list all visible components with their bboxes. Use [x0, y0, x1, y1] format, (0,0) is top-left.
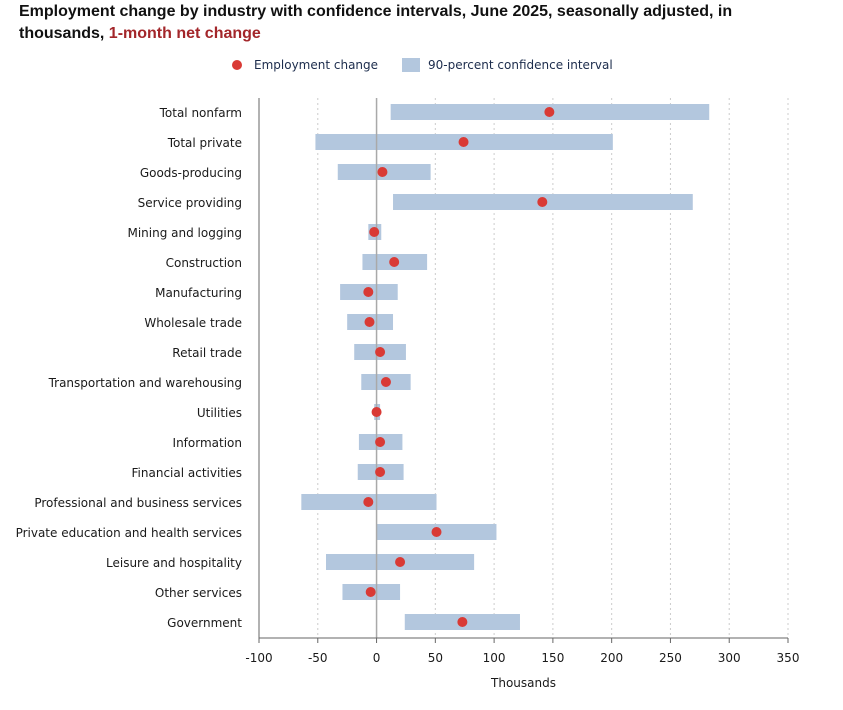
employment-change-point: [364, 317, 375, 327]
category-label: Service providing: [138, 196, 242, 210]
employment-change-point: [375, 347, 386, 357]
employment-change-point: [395, 557, 406, 567]
category-label: Leisure and hospitality: [106, 556, 242, 570]
employment-change-point: [371, 407, 382, 417]
employment-change-point: [375, 467, 386, 477]
x-tick-label: 200: [600, 651, 623, 665]
employment-change-point: [363, 287, 374, 297]
legend-point-swatch: [232, 60, 242, 70]
employment-change-point: [377, 167, 388, 177]
category-label: Goods-producing: [140, 166, 242, 180]
category-label: Total private: [167, 136, 242, 150]
axis-layer: [258, 98, 789, 643]
category-label: Government: [167, 616, 242, 630]
x-tick-label: 350: [777, 651, 800, 665]
chart-title: Employment change by industry with confi…: [19, 1, 819, 45]
employment-change-point: [375, 437, 386, 447]
x-axis-title: Thousands: [490, 676, 556, 690]
employment-change-point: [457, 617, 468, 627]
chart-legend: Employment change 90-percent confidence …: [232, 56, 613, 74]
employment-change-point: [363, 497, 374, 507]
category-label: Private education and health services: [16, 526, 242, 540]
legend-item-employment-change: Employment change: [232, 58, 378, 72]
category-label: Mining and logging: [127, 226, 242, 240]
label-layer: -100 -50 0 50 100 150 200 250 300 350 Total nonfar…: [16, 106, 800, 690]
point-layer: [363, 107, 555, 627]
employment-change-point: [365, 587, 376, 597]
category-label: Total nonfarm: [159, 106, 242, 120]
category-label: Retail trade: [172, 346, 242, 360]
employment-change-point: [431, 527, 442, 537]
interval-layer: [301, 104, 710, 630]
x-tick-label: -100: [245, 651, 272, 665]
x-tick-label: 150: [541, 651, 564, 665]
legend-point-label: Employment change: [254, 58, 379, 72]
category-label: Wholesale trade: [144, 316, 242, 330]
grid-layer: [317, 98, 789, 638]
x-tick-label: 0: [373, 651, 381, 665]
x-tick-label: 50: [428, 651, 443, 665]
category-label: Other services: [155, 586, 242, 600]
employment-change-point: [544, 107, 555, 117]
employment-change-point: [537, 197, 548, 207]
category-label: Professional and business services: [34, 496, 242, 510]
category-label: Construction: [166, 256, 242, 270]
category-label: Utilities: [197, 406, 242, 420]
category-label: Manufacturing: [155, 286, 242, 300]
x-tick-label: 300: [718, 651, 741, 665]
category-label: Transportation and warehousing: [48, 376, 242, 390]
employment-change-point: [389, 257, 400, 267]
chart-title-main: Employment change by industry with confi…: [19, 3, 733, 42]
x-tick-label: 250: [659, 651, 682, 665]
x-tick-label: 100: [483, 651, 506, 665]
legend-interval-swatch: [402, 58, 421, 72]
x-tick-label: -50: [308, 651, 328, 665]
category-label: Financial activities: [132, 466, 242, 480]
employment-change-point: [380, 377, 391, 387]
employment-change-point: [458, 137, 469, 147]
category-label: Information: [173, 436, 242, 450]
chart-title-subtitle: 1-month net change: [108, 25, 261, 42]
legend-interval-label: 90-percent confidence interval: [428, 58, 613, 72]
legend-item-confidence-interval: 90-percent confidence interval: [402, 58, 613, 72]
employment-change-point: [369, 227, 380, 237]
